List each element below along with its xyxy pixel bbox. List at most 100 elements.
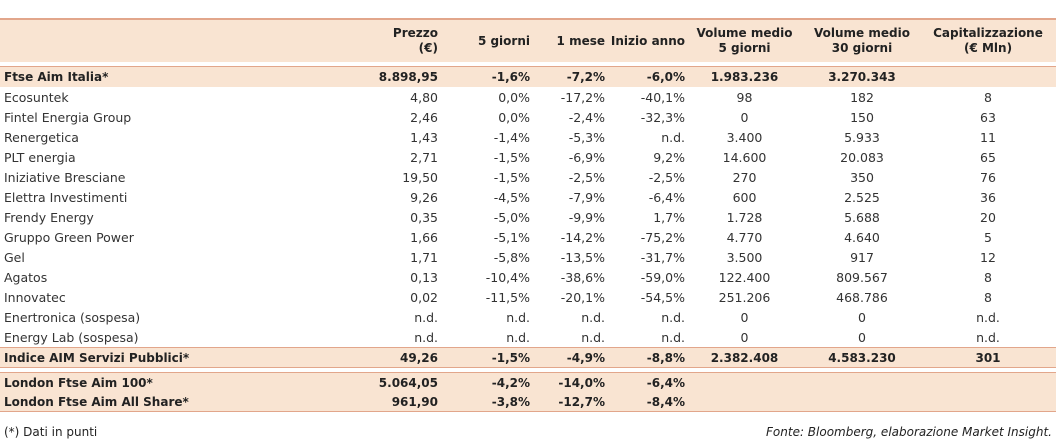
table-cell: n.d.	[976, 309, 1000, 325]
table-cell: 63	[980, 109, 996, 125]
table-cell: -1,5%	[493, 149, 530, 165]
table-cell: 8	[984, 269, 992, 285]
table-cell: n.d.	[414, 309, 438, 325]
london-row: London Ftse Aim All Share* 961,90 -3,8% …	[0, 392, 1056, 412]
table-cell: 0	[740, 329, 749, 345]
table-cell: 20.083	[840, 149, 884, 165]
table-cell: 1,7%	[653, 209, 685, 225]
table-row: PLT energia 2,71 -1,5% -6,9% 9,2% 14.600 20.08…	[0, 147, 1056, 167]
table-cell: -3,8%	[491, 394, 530, 409]
table-cell: -5,3%	[568, 129, 605, 145]
table-cell: n.d.	[661, 129, 685, 145]
table-cell: 20	[980, 209, 996, 225]
table-cell: 4.583.230	[828, 350, 896, 365]
company-name: Innovatec	[4, 289, 66, 305]
table-cell: -32,3%	[640, 109, 685, 125]
source-note: Fonte: Bloomberg, elaborazione Market In…	[766, 425, 1052, 439]
table-cell: n.d.	[581, 329, 605, 345]
header-volume-30-line1: Volume medio	[814, 26, 910, 40]
table-cell: 36	[980, 189, 996, 205]
table-cell: -5,8%	[493, 249, 530, 265]
table-cell: 9,2%	[653, 149, 685, 165]
table-cell: -54,5%	[640, 289, 685, 305]
table-cell: 0,13	[410, 269, 438, 285]
table-cell: 182	[850, 89, 874, 105]
table-row: Gel 1,71 -5,8% -13,5% -31,7% 3.500 917 12	[0, 247, 1056, 267]
header-volume-30-line2: 30 giorni	[831, 41, 893, 55]
table-cell: -1,4%	[493, 129, 530, 145]
company-name: Energy Lab (sospesa)	[4, 329, 139, 345]
table-cell: London Ftse Aim 100*	[4, 375, 153, 390]
header-volume-30: Volume medio 30 giorni	[804, 26, 920, 56]
table-row: Energy Lab (sospesa) n.d. n.d. n.d. n.d. 0 0 n.…	[0, 327, 1056, 347]
table-cell: 5	[984, 229, 992, 245]
table-cell: -10,4%	[485, 269, 530, 285]
table-row: Agatos 0,13 -10,4% -38,6% -59,0% 122.400 809.5…	[0, 267, 1056, 287]
table-cell: n.d.	[414, 329, 438, 345]
table-cell: -2,4%	[568, 109, 605, 125]
table-cell: -12,7%	[558, 394, 605, 409]
table-cell: 0,35	[410, 209, 438, 225]
table-row: Fintel Energia Group 2,46 0,0% -2,4% -32,3% 0…	[0, 107, 1056, 127]
table-cell: -7,2%	[566, 70, 605, 84]
table-cell: n.d.	[506, 309, 530, 325]
table-cell: 350	[850, 169, 874, 185]
data-rows: Ecosuntek 4,80 0,0% -17,2% -40,1% 98 182 8 Finte…	[0, 87, 1056, 347]
table-cell: -7,9%	[568, 189, 605, 205]
table-cell: -2,5%	[648, 169, 685, 185]
table-cell: -6,4%	[646, 375, 685, 390]
company-name: Elettra Investimenti	[4, 189, 128, 205]
table-cell: 1.983.236	[710, 70, 779, 84]
table-cell: 1,66	[410, 229, 438, 245]
table-cell: 5.933	[844, 129, 880, 145]
table-cell: -4,2%	[491, 375, 530, 390]
table-cell: n.d.	[506, 329, 530, 345]
table-cell: 251.206	[718, 289, 771, 305]
table-cell: 0,0%	[498, 89, 530, 105]
company-name: Enertronica (sospesa)	[4, 309, 141, 325]
company-name: Frendy Energy	[4, 209, 94, 225]
table-row: Iniziative Bresciane 19,50 -1,5% -2,5% -2,5%…	[0, 167, 1056, 187]
header-capitalization-line1: Capitalizzazione	[933, 26, 1043, 40]
company-name: Gruppo Green Power	[4, 229, 134, 245]
table-cell: Ftse Aim Italia*	[4, 70, 109, 84]
table-cell: 1,71	[410, 249, 438, 265]
table-row: Elettra Investimenti 9,26 -4,5% -7,9% -6,4% 6…	[0, 187, 1056, 207]
table-header: Prezzo (€) 5 giorni 1 mese Inizio anno V…	[0, 18, 1056, 62]
table-cell: -6,4%	[648, 189, 685, 205]
header-price: Prezzo (€)	[370, 26, 438, 56]
table-cell: 122.400	[718, 269, 771, 285]
table-row: Innovatec 0,02 -11,5% -20,1% -54,5% 251.206 46…	[0, 287, 1056, 307]
header-volume-5-line2: 5 giorni	[718, 41, 771, 55]
table-footer: (*) Dati in punti Fonte: Bloomberg, elab…	[0, 424, 1056, 442]
table-cell: n.d.	[581, 309, 605, 325]
company-name: Agatos	[4, 269, 48, 285]
main-index-row: Ftse Aim Italia* 8.898,95 -1,6% -7,2% -6…	[0, 66, 1056, 87]
table-cell: 1.728	[726, 209, 763, 225]
table-cell: 8.898,95	[378, 70, 438, 84]
table-cell: 9,26	[410, 189, 438, 205]
header-1-month-label: 1 mese	[556, 33, 605, 48]
table-cell: 11	[980, 129, 996, 145]
table-cell: -1,5%	[491, 350, 530, 365]
header-capitalization-line2: (€ Mln)	[963, 41, 1013, 55]
total-row: Indice AIM Servizi Pubblici* 49,26 -1,5%…	[0, 347, 1056, 368]
table-cell: -6,0%	[646, 70, 685, 84]
table-cell: -4,9%	[566, 350, 605, 365]
header-1-month: 1 mese	[530, 34, 605, 49]
table-cell: -40,1%	[640, 89, 685, 105]
table-cell: -20,1%	[560, 289, 605, 305]
table-cell: 0	[740, 309, 749, 325]
table-row: Enertronica (sospesa) n.d. n.d. n.d. n.d. 0 0 n…	[0, 307, 1056, 327]
table-cell: 150	[850, 109, 874, 125]
table-cell: Indice AIM Servizi Pubblici*	[4, 350, 190, 365]
table-cell: -59,0%	[640, 269, 685, 285]
header-price-line2: (€)	[418, 41, 438, 55]
table-cell: 600	[732, 189, 757, 205]
table-cell: -8,4%	[646, 394, 685, 409]
table-cell: 301	[975, 350, 1001, 365]
table-cell: -1,6%	[491, 70, 530, 84]
header-volume-5: Volume medio 5 giorni	[685, 26, 804, 56]
table-cell: -14,2%	[560, 229, 605, 245]
table-cell: 809.567	[836, 269, 888, 285]
